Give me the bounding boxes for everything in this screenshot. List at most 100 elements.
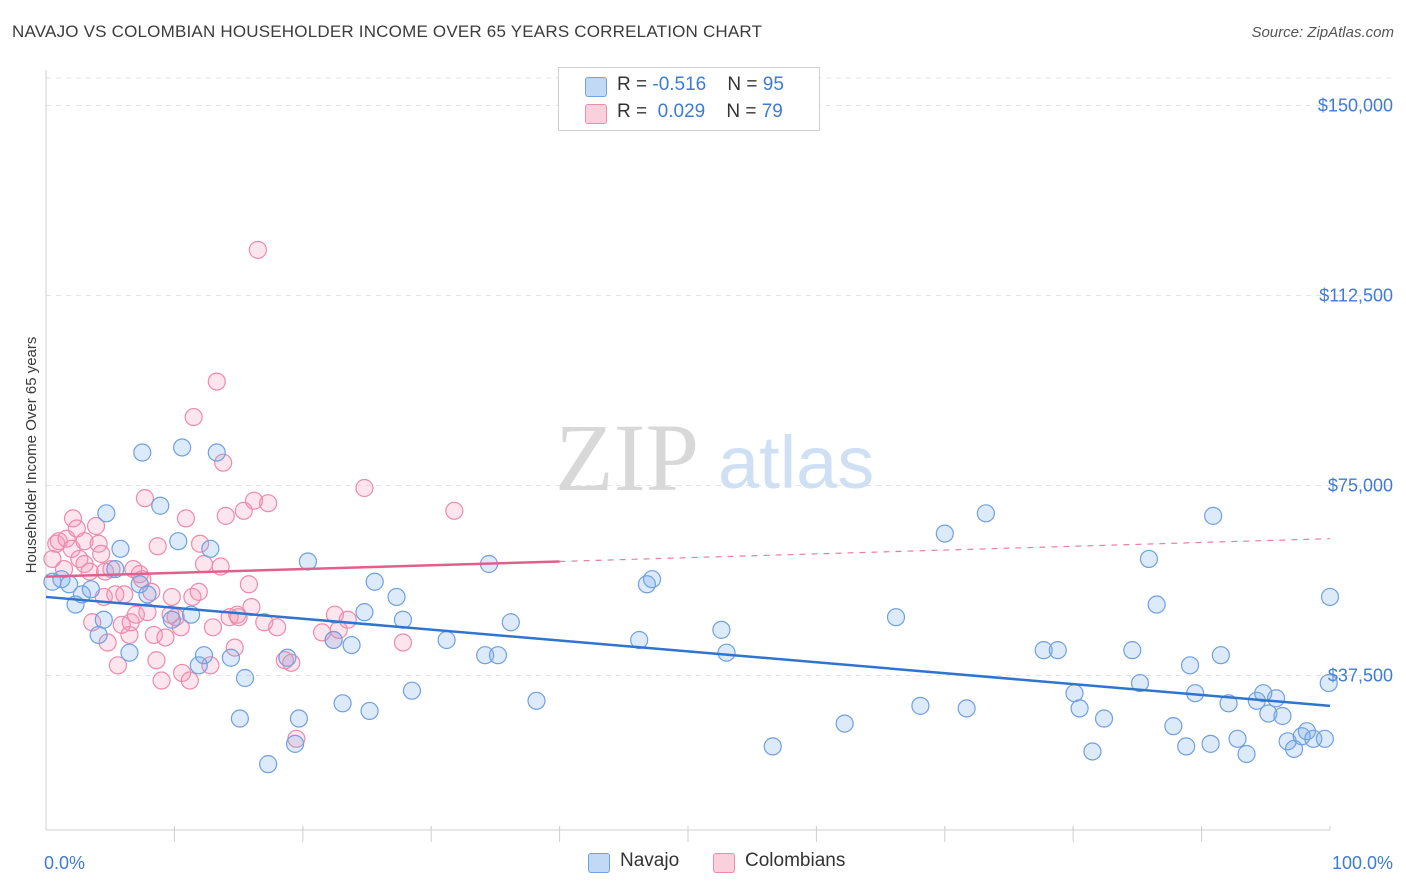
navajo-point [324,630,343,650]
navajo-point [911,696,930,715]
bottom-colombians-swatch [713,853,735,873]
colombians-point [138,603,157,622]
colombians-point [393,633,413,652]
bottom-navajo-label: Navajo [620,850,680,871]
navajo-points [43,438,1340,774]
bottom-colombians-label: Colombians [745,850,846,871]
navajo-point [1319,673,1338,693]
navajo-point [111,539,130,558]
colombians-point [203,618,223,637]
colombians-point [259,494,278,513]
navajo-point [1273,706,1292,726]
navajo-point [1177,737,1196,756]
colombians-point [108,656,128,675]
navajo-point [138,585,157,604]
navajo-r-label: R = [617,74,653,95]
navajo-point [1201,734,1220,753]
navajo-point [169,532,188,551]
navajo-point [333,694,352,713]
navajo-point [488,646,508,665]
navajo-point [1259,704,1278,723]
legend: R = -0.516 N = 95 R = 0.029 N = 79 [558,67,820,131]
navajo-point [278,648,297,667]
navajo-point [1123,641,1142,660]
navajo-point [717,643,736,662]
navajo-point [1228,729,1247,748]
navajo-point [259,755,278,774]
navajo-point [1147,595,1166,614]
navajo-point [712,620,731,639]
colombians-point [214,453,233,472]
colombians-point [244,491,264,510]
navajo-point [298,552,318,571]
navajo-point [1164,717,1183,736]
colombians-point [135,489,154,508]
colombians-point [162,587,181,607]
x-tick-label-max: 100.0% [1332,853,1393,873]
navajo-point [365,572,384,591]
colombians-point [248,240,267,259]
navajo-point [151,496,170,515]
navajo-point [1204,506,1223,525]
navajo-point [637,575,657,594]
colombians-point [338,610,357,629]
navajo-point [355,603,374,622]
colombians-point [43,549,62,569]
colombians-point [126,605,145,624]
colombians-point [75,532,94,551]
y-axis-label: Householder Income Over 65 years [23,337,40,574]
navajo-n-label: N = [727,74,763,95]
navajo-point [1083,742,1102,761]
navajo-point [194,646,214,665]
navajo-point [1034,641,1053,660]
colombians-point [225,638,244,657]
navajo-point [1065,684,1084,703]
colombians-point [194,554,214,574]
colombians-point [275,651,294,670]
navajo-trend-line [45,595,1331,708]
source-label: Source: ZipAtlas.com [1251,24,1394,41]
colombians-point [152,671,171,690]
navajo-point [230,709,249,728]
navajo-point [1130,673,1150,693]
colombians-point [115,585,134,604]
x-tick-label-min: 0.0% [44,853,85,873]
colombians-point [184,407,203,427]
colombians-n-value: 79 [761,101,783,122]
navajo-point [527,691,546,710]
navajo-point [1320,587,1340,607]
navajo-point [1139,549,1159,569]
navajo-point [89,625,108,645]
navajo-point [1094,709,1114,728]
navajo-point [402,681,422,700]
colombians-point [63,509,83,528]
colombians-point [144,625,163,645]
navajo-point [289,709,309,728]
navajo-point [130,575,149,594]
navajo-point [235,668,255,688]
navajo-point [935,524,954,543]
navajo-point [957,699,976,718]
navajo-point [501,613,520,632]
colombians-point [147,651,166,670]
navajo-point [976,504,995,523]
colombians-r-value: 0.029 [657,101,706,122]
colombians-r-label: R = [617,101,653,122]
navajo-point [1266,689,1286,708]
navajo-swatch [585,77,607,97]
colombians-point [148,537,167,556]
colombians-point [102,559,121,579]
navajo-point [642,570,662,589]
navajo-r-value: -0.516 [652,74,707,95]
colombians-point [80,562,99,581]
y-tick-label: $112,500 [1319,285,1393,305]
navajo-point [1180,656,1200,675]
watermark: ZIP atlas [555,404,874,511]
navajo-point [1211,646,1230,665]
y-tick-label: $150,000 [1318,95,1393,115]
navajo-point [1297,722,1316,741]
colombians-trend-line [45,560,560,578]
colombians-point [173,663,192,683]
navajo-point [437,630,456,650]
